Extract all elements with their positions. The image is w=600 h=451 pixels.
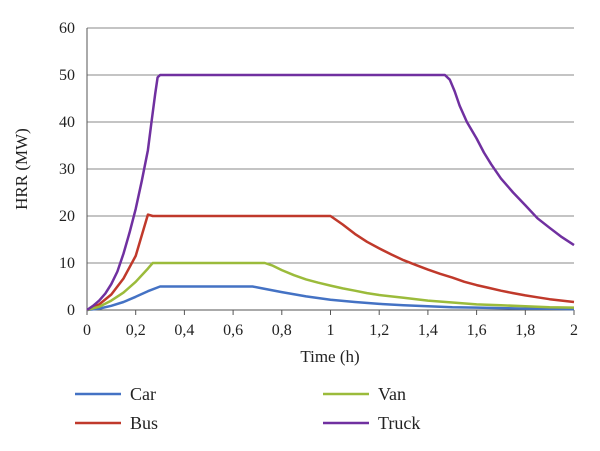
x-tick-labels: 0 0,2 0,4 0,6 0,8 1 1,2 1,4 1,6 1,8 2	[83, 310, 578, 339]
y-tick-label: 0	[67, 302, 75, 319]
x-tick-label: 0,6	[223, 322, 243, 339]
x-tick-label: 1	[327, 322, 335, 339]
y-tick-label: 40	[59, 114, 75, 131]
y-tick-label: 20	[59, 208, 75, 225]
gridlines	[87, 27, 574, 264]
x-tick-label: 0	[83, 322, 91, 339]
legend: Car Bus Van Truck	[75, 384, 420, 433]
y-tick-labels: 0 10 20 30 40 50 60	[59, 20, 75, 319]
x-tick-label: 0,2	[126, 322, 146, 339]
x-tick-label: 0,8	[272, 322, 292, 339]
legend-label-bus: Bus	[130, 413, 158, 433]
legend-label-van: Van	[378, 384, 406, 404]
legend-item-truck: Truck	[323, 413, 420, 433]
legend-label-car: Car	[130, 384, 156, 404]
x-tick-label: 1,8	[515, 322, 535, 339]
series-lines	[86, 73, 575, 312]
legend-item-bus: Bus	[75, 413, 158, 433]
y-tick-label: 50	[59, 67, 75, 84]
y-tick-label: 30	[59, 161, 75, 178]
series-line-car	[86, 285, 575, 312]
legend-item-van: Van	[323, 384, 406, 404]
y-tick-label: 60	[59, 20, 75, 37]
legend-item-car: Car	[75, 384, 156, 404]
x-tick-label: 1,4	[418, 322, 438, 339]
series-line-truck	[86, 73, 575, 312]
x-tick-label: 0,4	[174, 322, 194, 339]
x-tick-label: 1,6	[467, 322, 487, 339]
series-line-van	[86, 261, 575, 312]
y-axis-title: HRR (MW)	[12, 128, 31, 210]
x-tick-label: 1,2	[369, 322, 389, 339]
legend-label-truck: Truck	[378, 413, 420, 433]
x-axis-title: Time (h)	[300, 347, 359, 366]
x-tick-label: 2	[570, 322, 578, 339]
y-tick-label: 10	[59, 255, 75, 272]
series-line-bus	[86, 213, 575, 312]
